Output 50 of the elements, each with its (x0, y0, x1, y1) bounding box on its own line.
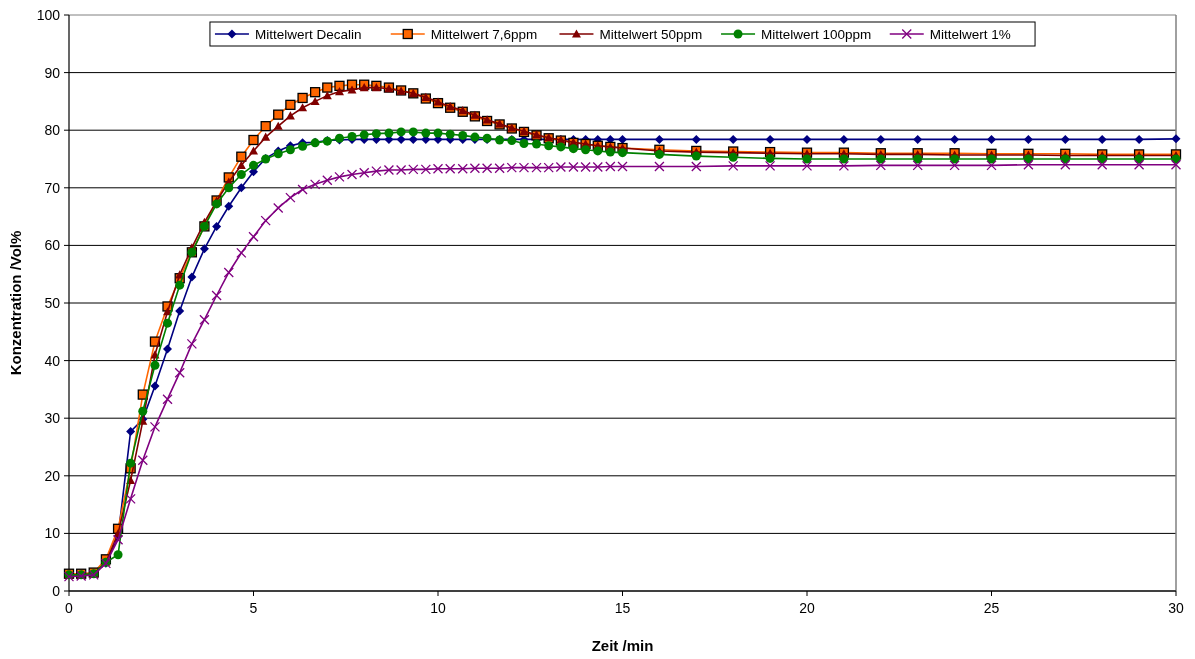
y-tick-label: 40 (44, 352, 61, 369)
x-tick-label: 20 (799, 600, 815, 616)
point (839, 134, 849, 144)
point (913, 134, 923, 144)
y-tick-label: 0 (52, 582, 61, 599)
point (1134, 134, 1144, 144)
point (150, 381, 160, 391)
y-tick-label: 50 (44, 294, 61, 311)
y-tick-label: 80 (44, 122, 61, 139)
point (175, 306, 185, 316)
y-tick-label: 60 (44, 237, 61, 254)
point (199, 244, 209, 254)
y-tick-label: 10 (44, 525, 61, 542)
point (654, 134, 664, 144)
y-tick-label: 70 (44, 179, 61, 196)
x-tick-label: 25 (983, 600, 1000, 616)
point (1060, 134, 1070, 144)
point (950, 134, 960, 144)
y-tick-label: 30 (44, 410, 61, 427)
point (987, 134, 996, 144)
point (1097, 134, 1107, 144)
x-tick-label: 30 (1168, 600, 1184, 616)
point (212, 221, 222, 231)
x-tick-label: 5 (249, 600, 258, 616)
x-tick-label: 0 (65, 600, 74, 616)
x-tick-label: 10 (430, 600, 446, 616)
y-axis-title: Konzentration /Vol% (7, 230, 24, 376)
point (876, 134, 886, 144)
legend-label: Mittelwert Decalin (254, 26, 362, 42)
y-tick-label: 90 (44, 64, 61, 81)
x-tick-label: 15 (614, 600, 631, 616)
point (236, 183, 246, 193)
point (126, 426, 136, 436)
point (163, 344, 173, 354)
point (224, 201, 234, 211)
point (1023, 134, 1033, 144)
point (728, 134, 738, 144)
legend-label: Mittelwert 1% (929, 26, 1011, 42)
point (187, 272, 197, 282)
point (802, 134, 812, 144)
y-tick-label: 20 (44, 467, 61, 484)
legend-label: Mittelwert 50ppm (599, 26, 703, 42)
legend-label: Mittelwert 100ppm (761, 26, 872, 42)
point (618, 134, 627, 144)
point (691, 134, 701, 144)
point (1171, 134, 1181, 144)
x-axis-title: Zeit /min (591, 637, 654, 654)
point (765, 134, 775, 144)
legend-label: Mittelwert 7,6ppm (430, 26, 538, 42)
y-tick-label: 100 (36, 6, 61, 23)
